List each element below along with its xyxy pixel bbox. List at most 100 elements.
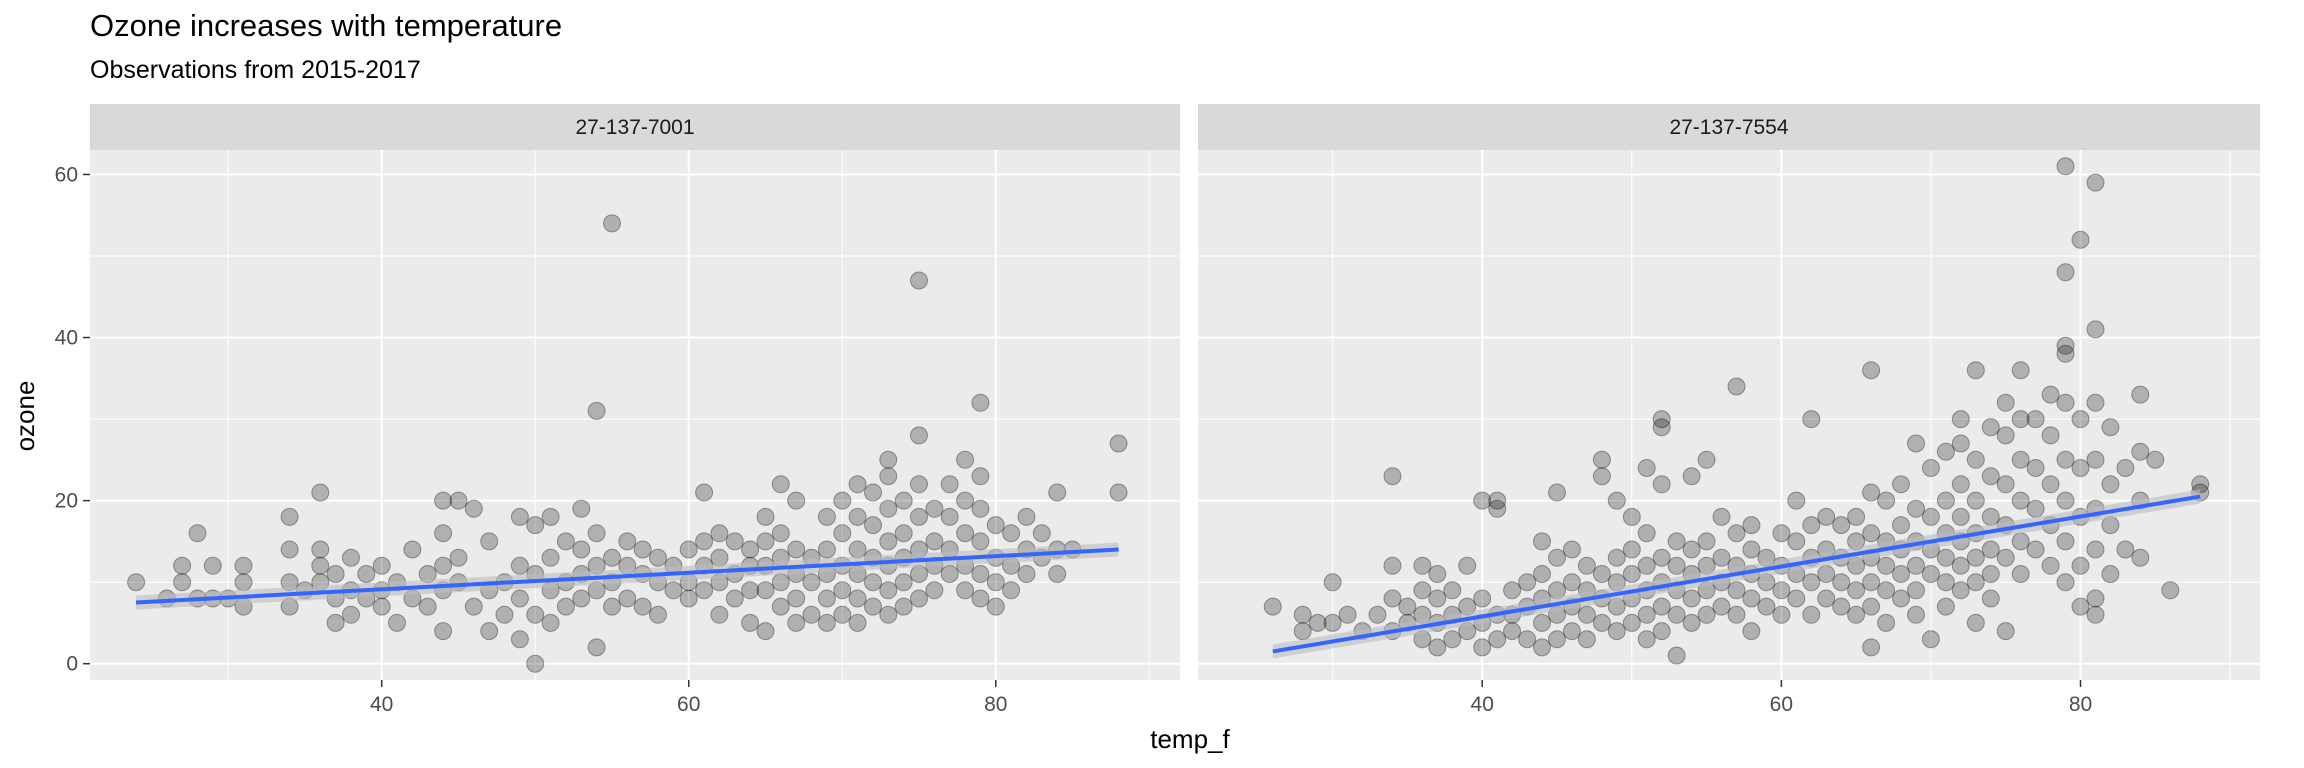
data-point: [1682, 467, 1701, 486]
data-point: [894, 491, 913, 510]
data-point: [1996, 548, 2015, 567]
data-point: [910, 475, 928, 494]
data-point: [1017, 565, 1036, 583]
data-point: [1951, 581, 1970, 600]
data-point: [1802, 605, 1821, 624]
data-point: [1682, 589, 1701, 608]
smooth-trend-line: [135, 547, 1119, 605]
data-point: [1727, 605, 1746, 624]
data-point: [1892, 565, 1910, 583]
data-point: [495, 605, 514, 624]
data-point: [603, 548, 621, 567]
data-point: [1742, 540, 1761, 559]
data-point: [1847, 605, 1866, 624]
data-point: [541, 548, 560, 567]
data-point: [1533, 613, 1551, 632]
data-point: [572, 589, 591, 608]
x-tick-label: 60: [1770, 693, 1793, 716]
data-point: [1772, 524, 1791, 543]
data-point: [1652, 410, 1671, 429]
data-point: [756, 622, 775, 641]
data-point: [864, 573, 882, 592]
data-point: [787, 540, 806, 559]
data-point: [1592, 565, 1611, 583]
data-point: [1877, 556, 1896, 575]
data-point: [403, 540, 422, 559]
data-point: [127, 573, 146, 592]
data-point: [434, 524, 453, 543]
data-point: [2131, 385, 2150, 404]
data-point: [587, 401, 606, 420]
data-point: [434, 556, 453, 575]
data-point: [2086, 320, 2105, 339]
data-point: [771, 475, 790, 494]
data-point: [848, 475, 867, 494]
data-point: [1607, 622, 1626, 641]
data-point: [2056, 344, 2075, 363]
data-point: [1907, 605, 1925, 624]
data-point: [2101, 418, 2120, 437]
data-point: [741, 613, 760, 632]
data-point: [1907, 434, 1925, 453]
smooth-trend-line: [1272, 494, 2201, 654]
data-point: [971, 532, 990, 551]
data-point: [1817, 507, 1836, 526]
data-point: [1488, 630, 1507, 649]
data-point: [326, 565, 345, 583]
data-point: [925, 499, 944, 518]
data-point: [618, 532, 637, 551]
data-point: [480, 622, 499, 641]
data-point: [771, 597, 790, 616]
data-point: [526, 516, 545, 535]
data-point: [1577, 556, 1596, 575]
data-point: [2026, 410, 2045, 429]
data-point: [910, 271, 928, 290]
chart-title: Ozone increases with temperature: [90, 8, 563, 43]
data-point: [1533, 638, 1551, 657]
data-point: [2056, 450, 2075, 469]
data-point: [1712, 597, 1731, 616]
data-point: [1667, 646, 1686, 665]
data-point: [2071, 597, 2090, 616]
data-point: [633, 597, 652, 616]
data-point: [817, 507, 836, 526]
y-axis-title: ozone: [10, 381, 40, 452]
data-point: [1907, 581, 1925, 600]
data-point: [2071, 556, 2090, 575]
data-point: [1787, 589, 1806, 608]
data-point: [2146, 450, 2165, 469]
data-point: [1787, 491, 1806, 510]
data-point: [695, 581, 714, 600]
data-point: [1697, 450, 1716, 469]
data-point: [1533, 532, 1551, 551]
data-point: [1383, 589, 1402, 608]
data-point: [848, 540, 867, 559]
data-point: [587, 638, 606, 657]
data-point: [2086, 540, 2105, 559]
data-point: [1981, 418, 2000, 437]
data-point: [1428, 638, 1447, 657]
data-point: [449, 491, 468, 510]
data-point: [1682, 540, 1701, 559]
data-point: [2086, 173, 2105, 192]
data-point: [787, 589, 806, 608]
data-point: [1697, 532, 1716, 551]
data-point: [710, 605, 729, 624]
data-point: [848, 613, 867, 632]
data-point: [2026, 540, 2045, 559]
data-point: [1622, 507, 1641, 526]
data-point: [741, 540, 760, 559]
data-point: [879, 605, 898, 624]
data-point: [1921, 565, 1940, 583]
x-tick-label: 60: [677, 693, 700, 716]
data-point: [1757, 597, 1776, 616]
data-point: [802, 573, 821, 592]
x-axis-title: temp_f: [1150, 724, 1230, 754]
data-point: [1622, 540, 1641, 559]
data-point: [556, 532, 575, 551]
data-point: [787, 491, 806, 510]
x-tick-label: 80: [2069, 693, 2092, 716]
data-point: [986, 597, 1005, 616]
data-point: [956, 491, 975, 510]
chart-subtitle: Observations from 2015-2017: [90, 56, 421, 84]
